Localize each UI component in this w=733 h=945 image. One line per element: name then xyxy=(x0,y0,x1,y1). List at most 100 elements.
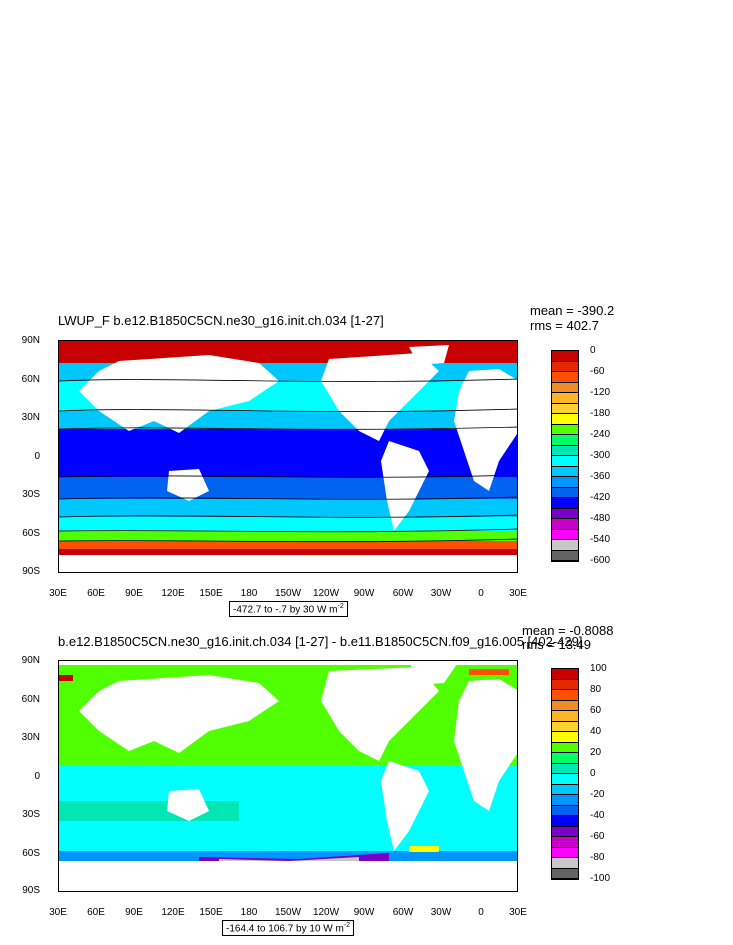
colorbar-swatch xyxy=(552,784,578,795)
lat-label: 60S xyxy=(22,848,40,859)
colorbar-swatch xyxy=(552,351,578,362)
colorbar-label: -80 xyxy=(590,852,605,863)
colorbar-label: -60 xyxy=(590,831,605,842)
colorbar-swatch xyxy=(552,858,578,869)
range-exponent: -2 xyxy=(337,603,344,610)
map-plot xyxy=(58,660,518,892)
colorbar-swatch xyxy=(552,519,578,530)
lon-label: 150W xyxy=(274,588,302,599)
lon-label: 120E xyxy=(161,588,185,599)
colorbar-label: 40 xyxy=(590,726,602,737)
colorbar-label: 0 xyxy=(590,345,596,356)
colorbar-swatch xyxy=(552,805,578,816)
lat-label: 90N xyxy=(21,655,40,666)
rms-stat: rms = 13.49 xyxy=(522,637,592,652)
contour-range-box: -164.4 to 106.7 by 10 W m-2 xyxy=(222,920,355,937)
lon-label: 60W xyxy=(392,588,414,599)
lon-label: 150E xyxy=(199,907,223,918)
lon-label: 90E xyxy=(125,907,143,918)
colorbar-swatch xyxy=(552,826,578,837)
lat-label: 90S xyxy=(22,885,40,896)
range-text: -164.4 to 106.7 by 10 W m xyxy=(226,923,344,935)
colorbar-swatch xyxy=(552,868,578,879)
lon-label: 60E xyxy=(87,907,105,918)
colorbar-label: -300 xyxy=(590,450,611,461)
lon-label: 90W xyxy=(353,588,375,599)
colorbar-swatch xyxy=(552,403,578,414)
colorbar-swatch xyxy=(552,508,578,519)
colorbar xyxy=(551,350,579,562)
lat-label: 90N xyxy=(21,335,40,346)
colorbar-label: -100 xyxy=(590,873,611,884)
lon-label: 120W xyxy=(312,907,340,918)
colorbar-label: 100 xyxy=(590,663,607,674)
colorbar-label: -40 xyxy=(590,810,605,821)
panel-lwup: LWUP_F b.e12.B1850C5CN.ne30_g16.init.ch.… xyxy=(0,300,733,620)
lon-label: 0 xyxy=(478,588,484,599)
colorbar-swatch xyxy=(552,529,578,540)
colorbar-label: -540 xyxy=(590,534,611,545)
panel-title: b.e12.B1850C5CN.ne30_g16.init.ch.034 [1-… xyxy=(58,634,583,649)
colorbar-label: 20 xyxy=(590,747,602,758)
lat-label: 30S xyxy=(22,489,40,500)
rms-stat: rms = 402.7 xyxy=(530,318,600,333)
lon-label: 30E xyxy=(509,907,527,918)
colorbar xyxy=(551,668,579,880)
colorbar-swatch xyxy=(552,435,578,446)
lon-label: 0 xyxy=(478,907,484,918)
colorbar-label: -60 xyxy=(590,366,605,377)
colorbar-swatch xyxy=(552,679,578,690)
colorbar-label: -360 xyxy=(590,471,611,482)
lon-label: 30E xyxy=(49,907,67,918)
range-exponent: -2 xyxy=(343,922,351,929)
lon-label: 60W xyxy=(392,907,414,918)
colorbar-label: -180 xyxy=(590,408,611,419)
lon-label: 60E xyxy=(87,588,105,599)
lat-label: 60N xyxy=(21,694,40,705)
colorbar-swatch xyxy=(552,372,578,383)
panel-difference: b.e12.B1850C5CN.ne30_g16.init.ch.034 [1-… xyxy=(0,620,733,945)
colorbar-swatch xyxy=(552,540,578,551)
colorbar-label: -20 xyxy=(590,789,605,800)
lon-label: 30W xyxy=(430,907,452,918)
lon-label: 30E xyxy=(509,588,527,599)
colorbar-swatch xyxy=(552,669,578,680)
colorbar-label: -420 xyxy=(590,492,611,503)
colorbar-swatch xyxy=(552,774,578,785)
lat-label: 90S xyxy=(22,566,40,577)
colorbar-swatch xyxy=(552,837,578,848)
colorbar-swatch xyxy=(552,700,578,711)
colorbar-swatch xyxy=(552,445,578,456)
lat-label: 30N xyxy=(21,412,40,423)
colorbar-swatch xyxy=(552,721,578,732)
colorbar-swatch xyxy=(552,742,578,753)
colorbar-swatch xyxy=(552,763,578,774)
colorbar-swatch xyxy=(552,487,578,498)
colorbar-swatch xyxy=(552,816,578,827)
colorbar-label: 0 xyxy=(590,768,596,779)
lat-label: 60N xyxy=(21,374,40,385)
colorbar-swatch xyxy=(552,847,578,858)
colorbar-label: -120 xyxy=(590,387,611,398)
colorbar-swatch xyxy=(552,753,578,764)
colorbar-swatch xyxy=(552,393,578,404)
lon-label: 180 xyxy=(240,588,258,599)
range-text: -472.7 to -.7 by 30 W m xyxy=(233,604,338,616)
colorbar-swatch xyxy=(552,498,578,509)
colorbar-label: 80 xyxy=(590,684,602,695)
lon-label: 30E xyxy=(49,588,67,599)
lat-label: 30N xyxy=(21,732,40,743)
lon-label: 120E xyxy=(161,907,185,918)
map-field xyxy=(59,341,517,572)
lat-label: 30S xyxy=(22,809,40,820)
lon-label: 90E xyxy=(125,588,143,599)
colorbar-swatch xyxy=(552,690,578,701)
colorbar-swatch xyxy=(552,795,578,806)
lat-label: 0 xyxy=(34,771,40,782)
map-plot xyxy=(58,340,518,573)
mean-stat: mean = -0.8088 xyxy=(522,623,614,638)
colorbar-swatch xyxy=(552,732,578,743)
colorbar-label: -600 xyxy=(590,555,611,566)
colorbar-swatch xyxy=(552,424,578,435)
lon-label: 150W xyxy=(274,907,302,918)
